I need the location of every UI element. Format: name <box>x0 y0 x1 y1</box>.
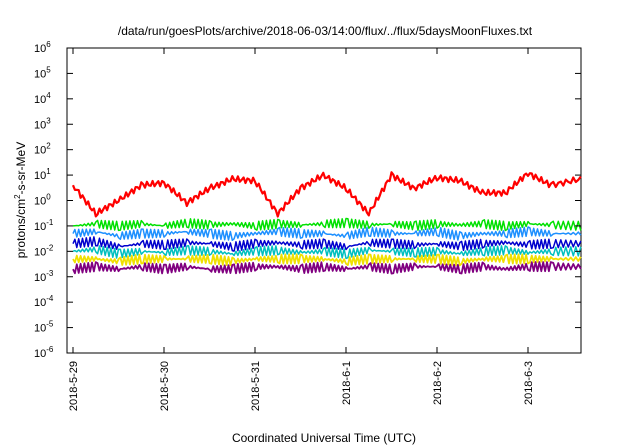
y-tick-label: 10-2 <box>34 243 54 258</box>
y-tick-label: 103 <box>34 116 51 131</box>
y-tick-label: 10-5 <box>34 320 54 335</box>
flux-series-line <box>72 253 582 267</box>
x-tick-label: 2018-6-1 <box>341 361 353 405</box>
y-tick-label: 102 <box>34 142 51 157</box>
y-tick-label: 10-4 <box>34 294 54 309</box>
x-tick-label: 2018-6-3 <box>523 361 535 405</box>
x-tick-label: 2018-5-31 <box>250 361 262 411</box>
y-axis-ticks: 10-6 10-5 10-4 10-3 10-2 10-1 100 101 102 103 104 1… <box>34 40 581 360</box>
flux-series-line <box>72 245 582 260</box>
x-tick-label: 2018-5-29 <box>68 361 80 411</box>
y-axis-label-superscript: 2 <box>13 194 22 199</box>
y-axis-label-main: protons/cm <box>14 199 28 258</box>
flux-series-line <box>72 226 582 242</box>
y-axis-label: protons/cm2-s-sr-MeV <box>13 142 28 258</box>
y-tick-label: 101 <box>34 167 51 182</box>
flux-series-line <box>72 217 582 232</box>
y-tick-label: 10-3 <box>34 269 54 284</box>
y-axis-label-units: -s-sr-MeV <box>14 142 28 195</box>
x-axis-ticks: 2018-5-29 2018-5-30 2018-5-31 2018-6-1 2018-… <box>68 48 535 411</box>
x-tick-label: 2018-5-30 <box>159 361 171 411</box>
y-tick-label: 106 <box>34 40 51 55</box>
flux-series-line <box>72 261 582 275</box>
y-tick-label: 105 <box>34 65 51 80</box>
y-tick-label: 10-1 <box>34 218 54 233</box>
y-tick-label: 100 <box>34 193 51 208</box>
series-layer <box>71 171 582 275</box>
y-tick-label: 104 <box>34 91 51 106</box>
plot-frame <box>66 47 582 354</box>
plot-area <box>66 47 582 354</box>
flux-series-line <box>71 171 582 218</box>
y-tick-label: 10-6 <box>34 345 54 360</box>
flux-series-line <box>72 236 582 252</box>
x-tick-label: 2018-6-2 <box>432 361 444 405</box>
x-axis-label: Coordinated Universal Time (UTC) <box>232 431 416 445</box>
chart-title: /data/run/goesPlots/archive/2018-06-03/1… <box>118 24 533 38</box>
